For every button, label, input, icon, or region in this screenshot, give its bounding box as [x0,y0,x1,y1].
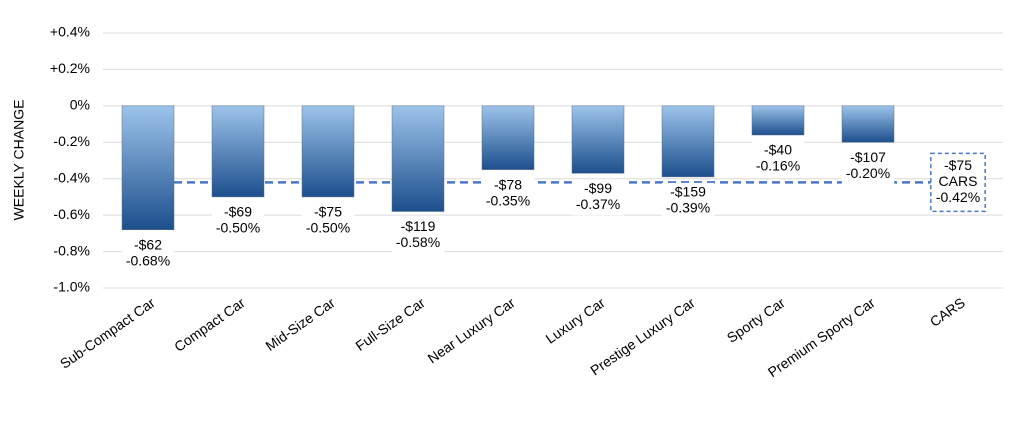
data-label: -$99-0.37% [571,179,625,216]
label-background [571,179,625,216]
data-label-text: -$119 [401,218,436,234]
label-background [121,235,175,272]
data-label-text: -$40 [764,142,792,158]
x-tick-label: CARS [927,294,968,329]
value-label: -0.37% [576,196,620,212]
data-label: -$107-0.20% [841,148,895,185]
bar [751,105,805,136]
data-label-text: -$99 [584,180,612,196]
bar [841,105,895,143]
value-label: -0.50% [306,220,350,236]
bar [661,105,715,178]
label-background [391,217,445,254]
label-background [661,182,715,219]
data-label-text: -$75 [314,204,342,220]
bar [391,105,445,212]
x-tick-label: Near Luxury Car [425,294,519,366]
value-label: -0.50% [216,220,260,236]
y-tick-label: -0.6% [53,206,90,222]
data-label-text: -$159 [670,184,706,200]
value-label: -0.16% [756,158,800,174]
data-label: -$119-0.58% [391,217,445,254]
data-label: -$40-0.16% [751,141,805,177]
value-label: -0.35% [486,192,530,208]
data-label: -$69-0.50% [211,202,265,239]
label-layer: -$62-0.68%-$69-0.50%-$75-0.50% -$119-0.58… [121,141,986,272]
data-label: -$159-0.39% [661,182,715,219]
value-label: -0.58% [396,234,440,250]
x-tick-label: Sub-Compact Car [57,294,158,372]
y-tick-label: -0.2% [53,133,90,149]
y-tick-label: +0.4% [50,24,90,40]
label-background [301,202,355,239]
y-tick-label: -1.0% [53,279,90,295]
y-tick-label: +0.2% [50,60,90,76]
x-tick-label: Sporty Car [724,294,788,346]
label-background [211,202,265,239]
label-background [841,148,895,185]
data-label-text: -$78 [494,176,522,192]
y-tick-label: 0% [70,97,90,113]
data-label-text: -$62 [134,236,162,252]
reference-label-text: -$75 [944,157,972,173]
bar [301,105,355,198]
y-tick-label: -0.4% [53,169,90,185]
data-label: -$62-0.68% [121,235,175,272]
reference-label-text: CARS [939,173,978,189]
data-label: -$78-0.35% [481,175,535,212]
y-tick-label: -0.8% [53,242,90,258]
x-tick-label: Full-Size Car [352,294,428,354]
reference-label-text: -0.42% [936,189,980,205]
y-axis-label: WEEKLY CHANGE [11,100,27,221]
label-background [481,175,535,212]
label-background [751,141,805,177]
bar [211,105,265,198]
bar [121,105,175,230]
label-box [930,152,986,213]
data-label-text: -$69 [224,204,252,220]
value-label: -0.20% [846,165,890,181]
x-tick-label: Mid-Size Car [262,294,338,354]
bar [481,105,535,170]
x-tick-label: Luxury Car [543,294,609,347]
value-label: -0.39% [666,200,710,216]
x-tick-label: Compact Car [171,294,248,355]
value-label: -0.68% [126,252,170,268]
data-label: -$75-0.50% [301,202,355,239]
bar [571,105,625,174]
data-label-text: -$107 [850,149,886,165]
